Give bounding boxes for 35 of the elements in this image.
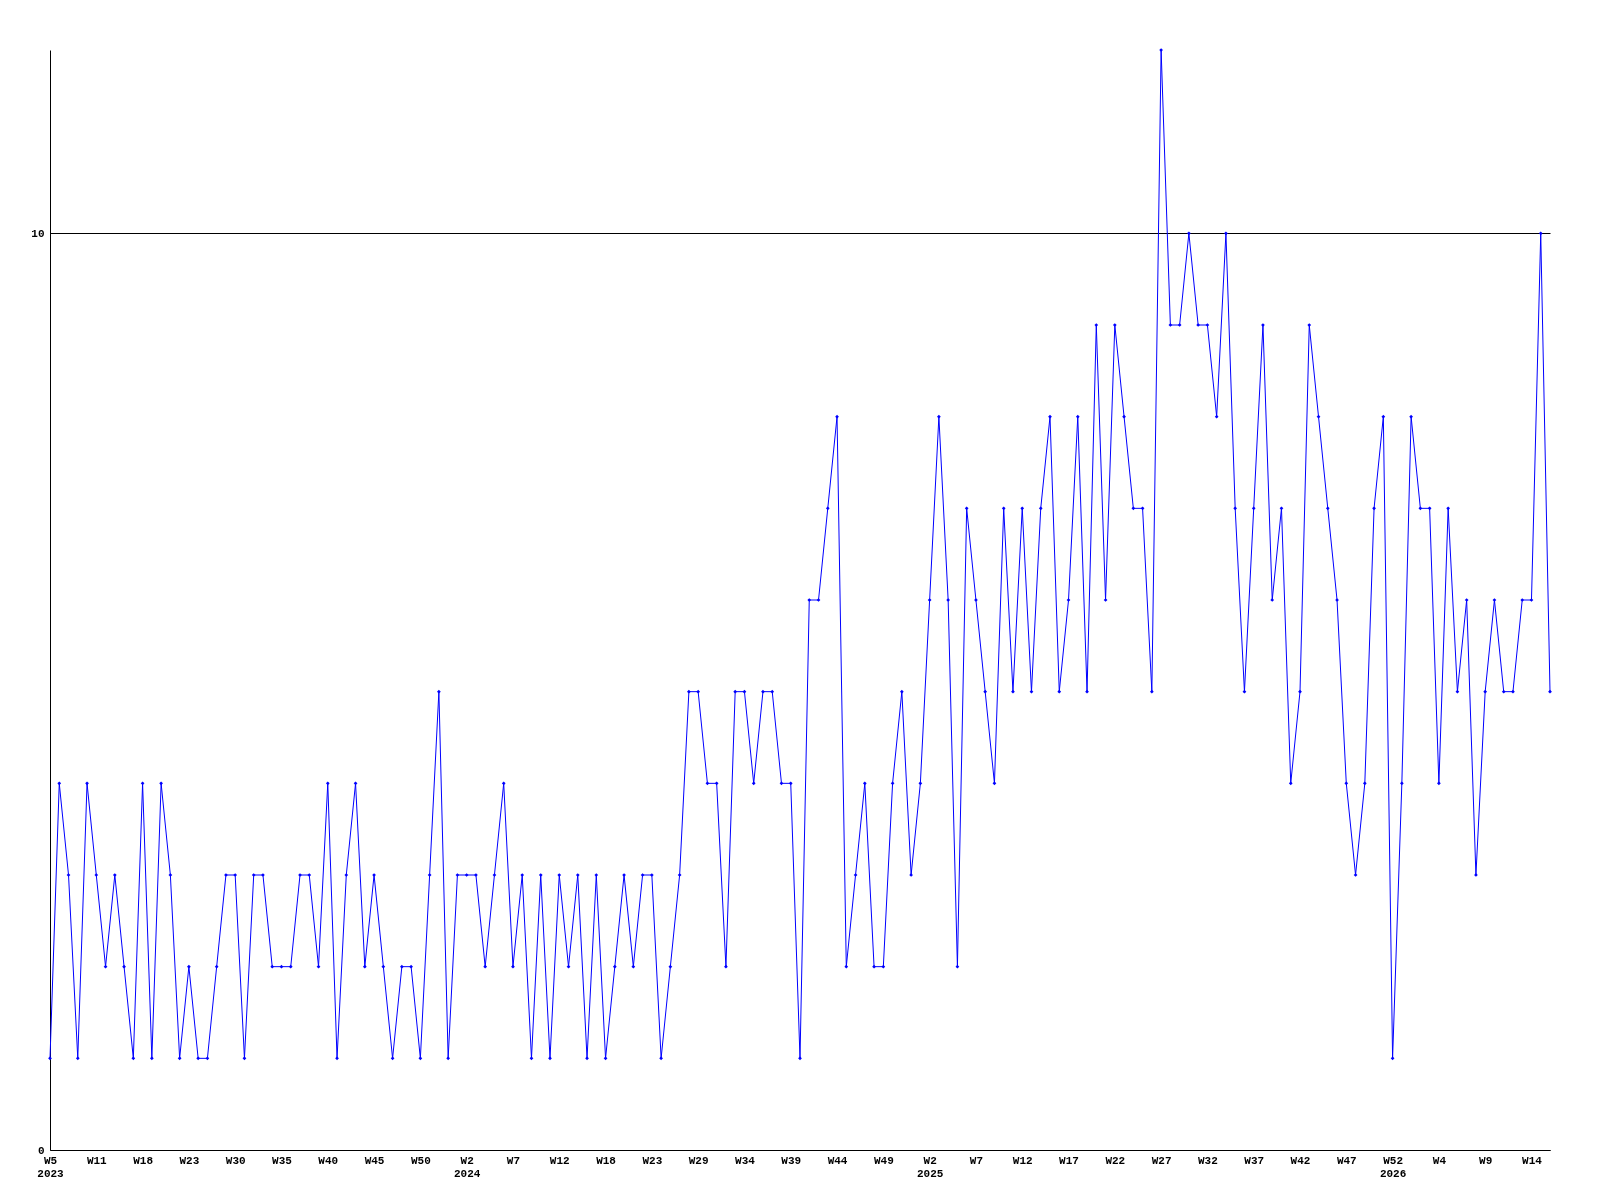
x-tick-label: W42 xyxy=(1290,1154,1311,1167)
x-tick-label: W23 xyxy=(179,1154,200,1167)
x-tick-label: W32 xyxy=(1198,1154,1218,1167)
x-tick-label: W18 xyxy=(133,1154,154,1167)
x-tick-label: W2 2024 xyxy=(453,1154,481,1180)
x-tick-label: W30 xyxy=(225,1154,246,1167)
x-tick-label: W50 xyxy=(410,1154,431,1167)
x-tick-label: W14 xyxy=(1522,1154,1543,1167)
x-tick-label: W47 xyxy=(1336,1154,1357,1167)
x-tick-label: W5 2023 xyxy=(37,1154,65,1180)
x-tick-label: W12 xyxy=(1012,1154,1033,1167)
x-tick-label: W52 2026 xyxy=(1379,1154,1407,1180)
x-tick-label: W40 xyxy=(318,1154,339,1167)
x-tick-label: W18 xyxy=(596,1154,617,1167)
x-tick-label: W34 xyxy=(735,1154,756,1167)
x-tick-label: W4 xyxy=(1432,1154,1447,1167)
x-tick-label: W17 xyxy=(1059,1154,1079,1167)
x-tick-label: W37 xyxy=(1244,1154,1265,1167)
x-tick-label: W7 xyxy=(969,1154,984,1167)
x-tick-label: W7 xyxy=(506,1154,521,1167)
x-tick-label: W2 2025 xyxy=(916,1154,944,1180)
y-tick-label: 0 xyxy=(37,1144,45,1157)
x-tick-label: W11 xyxy=(86,1154,108,1167)
x-tick-label: W9 xyxy=(1479,1154,1493,1167)
x-tick-label: W39 xyxy=(781,1154,802,1167)
x-tick-label: W27 xyxy=(1151,1154,1172,1167)
x-tick-label: W29 xyxy=(688,1154,709,1167)
x-tick-label: W44 xyxy=(827,1154,848,1167)
y-tick-label: 10 xyxy=(31,227,45,240)
x-tick-label: W49 xyxy=(873,1154,894,1167)
x-tick-label: W23 xyxy=(642,1154,663,1167)
x-tick-label: W12 xyxy=(549,1154,570,1167)
x-tick-label: W45 xyxy=(364,1154,385,1167)
x-tick-label: W22 xyxy=(1105,1154,1126,1167)
x-tick-label: W35 xyxy=(272,1154,293,1167)
